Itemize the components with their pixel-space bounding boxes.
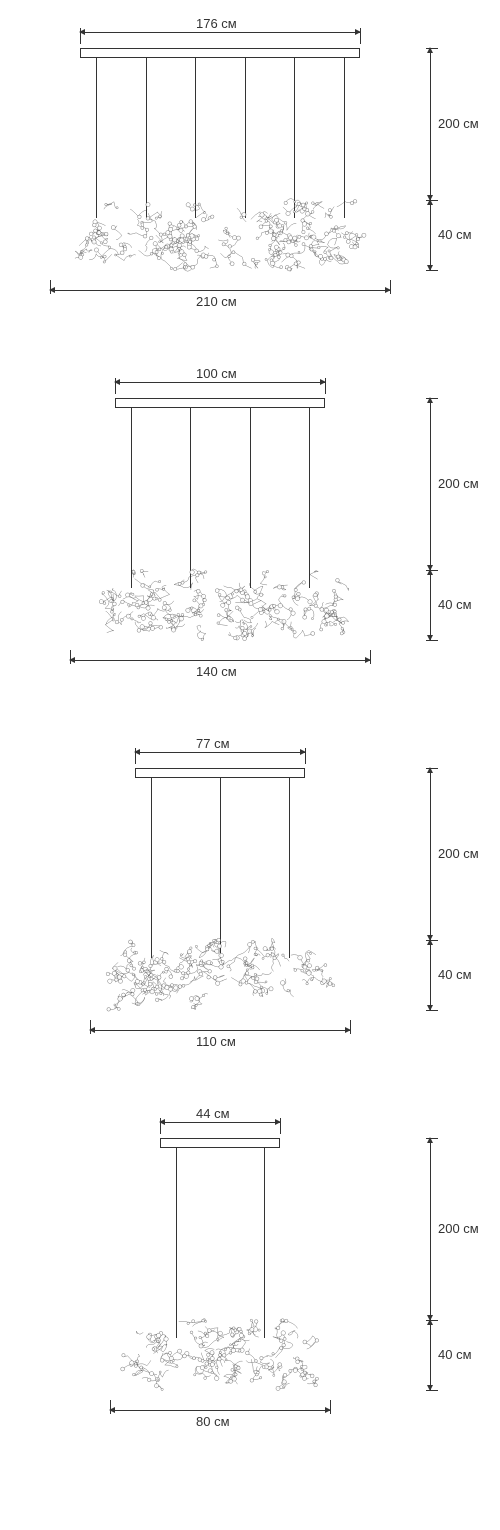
cable: [195, 58, 196, 218]
chandelier-diagram-0: 176 см 210 см 200 см 40 см: [20, 20, 480, 310]
branch-cluster: [90, 940, 350, 1010]
hang-height-label: 200 см: [438, 476, 479, 491]
top-width-label: 77 см: [196, 736, 230, 751]
cable: [309, 408, 310, 588]
cable: [131, 408, 132, 588]
cluster-height-label: 40 см: [438, 597, 472, 612]
cluster-height-label: 40 см: [438, 967, 472, 982]
cable: [294, 58, 295, 218]
ceiling-plate: [160, 1138, 280, 1148]
cable: [289, 778, 290, 958]
ceiling-plate: [135, 768, 305, 778]
chandelier-diagram-2: 77 см 110 см 200 см 40 см: [20, 740, 480, 1050]
cable: [190, 408, 191, 588]
branch-cluster: [50, 200, 390, 270]
cable: [344, 58, 345, 218]
cable: [220, 778, 221, 958]
hang-height-label: 200 см: [438, 846, 479, 861]
hang-height-label: 200 см: [438, 116, 479, 131]
cable: [146, 58, 147, 218]
ceiling-plate: [115, 398, 325, 408]
cable: [245, 58, 246, 218]
ceiling-plate: [80, 48, 360, 58]
chandelier-diagram-1: 100 см 140 см 200 см 40 см: [20, 370, 480, 680]
top-width-label: 100 см: [196, 366, 237, 381]
bottom-width-label: 140 см: [196, 664, 237, 679]
branch-cluster: [70, 570, 370, 640]
bottom-width-label: 210 см: [196, 294, 237, 309]
chandelier-diagram-3: 44 см 80 см 200 см 40 см: [20, 1110, 480, 1430]
cluster-height-label: 40 см: [438, 227, 472, 242]
cluster-height-label: 40 см: [438, 1347, 472, 1362]
cable: [250, 408, 251, 588]
cable: [264, 1148, 265, 1338]
hang-height-label: 200 см: [438, 1221, 479, 1236]
cable: [176, 1148, 177, 1338]
top-width-label: 44 см: [196, 1106, 230, 1121]
top-width-label: 176 см: [196, 16, 237, 31]
cable: [96, 58, 97, 218]
branch-cluster: [110, 1320, 330, 1390]
cable: [151, 778, 152, 958]
diagram-root: 176 см 210 см 200 см 40 см 100 см 140 см: [0, 20, 500, 1430]
bottom-width-label: 80 см: [196, 1414, 230, 1429]
bottom-width-label: 110 см: [196, 1034, 236, 1049]
